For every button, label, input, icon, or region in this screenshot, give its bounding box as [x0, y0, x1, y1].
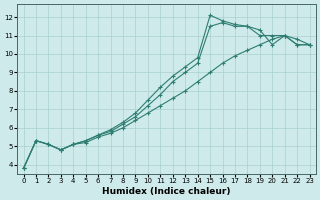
- X-axis label: Humidex (Indice chaleur): Humidex (Indice chaleur): [102, 187, 231, 196]
